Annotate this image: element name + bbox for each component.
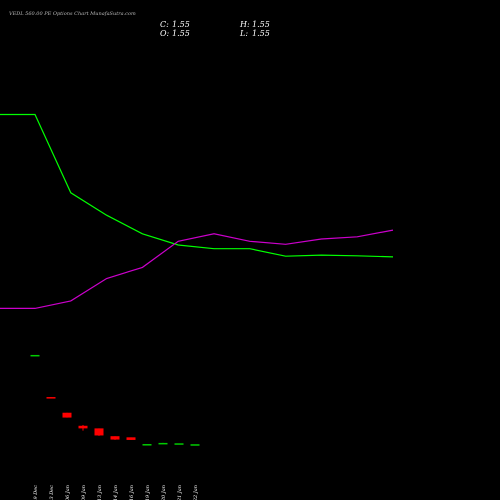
high-label: H: [239, 20, 250, 29]
close-label: C: [160, 20, 169, 29]
candle-body [126, 437, 136, 440]
candle-body [62, 412, 72, 418]
x-tick-label: 20 Jan [161, 485, 167, 500]
overlay-lines [0, 113, 394, 309]
candle [62, 412, 72, 418]
x-tick-label: 22 Jan [193, 485, 199, 500]
candle [110, 436, 120, 440]
open-value: 1.55 [172, 29, 190, 38]
candle [30, 354, 40, 357]
candle-body [30, 354, 40, 357]
candle-body [142, 444, 152, 446]
x-tick-label: 14 Jan [113, 485, 119, 500]
candle-body [174, 443, 184, 445]
x-tick-label: 19 Dec [33, 485, 39, 500]
candle [142, 444, 152, 446]
candle [174, 443, 184, 445]
x-tick-label: 16 Jan [129, 485, 135, 500]
candle-body [94, 428, 104, 436]
candle-body [46, 397, 56, 399]
low-value: 1.55 [252, 29, 270, 38]
x-tick-label: 13 Jan [97, 485, 103, 500]
x-tick-label: 21 Jan [177, 485, 183, 500]
overlay-line-2 [0, 229, 394, 309]
low-label: L: [239, 29, 248, 38]
candles [30, 354, 200, 446]
high-value: 1.55 [252, 20, 270, 29]
candle [126, 437, 136, 440]
x-axis-ticks: 19 Dec 23 Dec 06 Jan 09 Jan 13 Jan 14 Jan 16 J… [33, 485, 199, 500]
x-tick-label: 19 Jan [145, 485, 151, 500]
candle [94, 428, 104, 436]
candle-body [110, 436, 120, 440]
chart-title: VEDL 560.00 PE Options Chart MunafaSutra… [9, 11, 136, 17]
x-tick-label: 09 Jan [81, 485, 87, 500]
candle [78, 425, 88, 431]
candle [158, 442, 168, 445]
candle-body [158, 442, 168, 445]
close-value: 1.55 [172, 20, 190, 29]
candle-body [190, 444, 200, 446]
open-label: O: [160, 29, 170, 38]
x-tick-label: 06 Jan [65, 485, 71, 500]
candle-body [78, 425, 88, 429]
x-tick-label: 23 Dec [49, 485, 55, 500]
candle [190, 444, 200, 446]
candle [46, 397, 56, 399]
overlay-line-1 [0, 113, 394, 258]
